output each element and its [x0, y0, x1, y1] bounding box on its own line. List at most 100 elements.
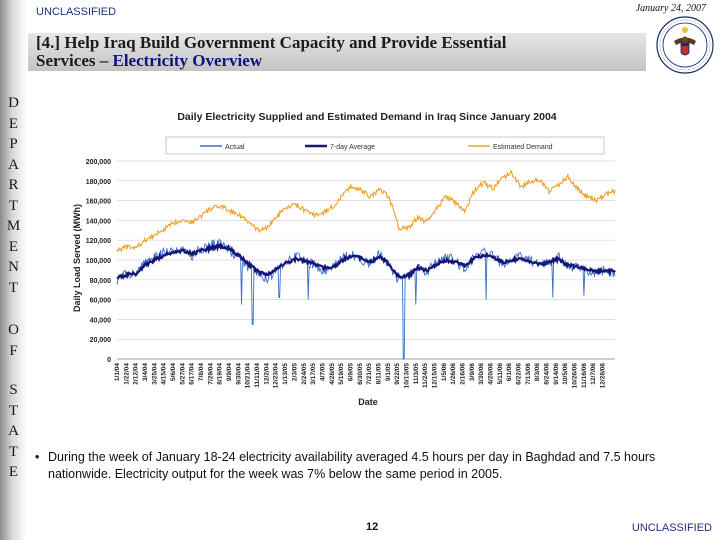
y-tick-label: 60,000	[90, 298, 112, 305]
x-tick-label: 10/21/04	[245, 363, 252, 389]
x-tick-label: 1/13/05	[282, 363, 289, 385]
sidebar-band	[0, 0, 27, 540]
x-tick-label: 7/21/05	[366, 363, 373, 385]
sidebar-letter: A	[8, 156, 19, 173]
title-line-2-highlight: Electricity Overview	[112, 51, 263, 70]
y-tick-label: 0	[107, 357, 111, 364]
x-tick-label: 5/27/04	[179, 363, 186, 385]
x-tick-label: 11/24/05	[422, 363, 429, 388]
x-tick-label: 11/16/06	[581, 363, 588, 388]
x-tick-label: 12/7/06	[590, 363, 597, 385]
y-tick-labels: 0 20,000 40,000 60,000 80,000 100,000 120,000 1…	[86, 159, 111, 364]
classification-footer: UNCLASSIFIED	[631, 522, 712, 534]
x-tick-label: 2/3/05	[291, 363, 298, 381]
y-tick-label: 100,000	[86, 258, 111, 265]
x-tick-label: 6/22/06	[516, 363, 523, 385]
x-tick-label: 4/20/06	[488, 363, 495, 385]
x-tick-label: 9/1/05	[385, 363, 392, 381]
x-tick-label: 2/12/04	[133, 363, 140, 385]
x-tick-label: 4/15/04	[161, 363, 168, 385]
y-tick-label: 40,000	[90, 317, 112, 324]
chart-legend: Actual 7-day Average Estimated Demand	[200, 144, 553, 151]
x-tick-label: 2/24/05	[301, 363, 308, 385]
x-tick-label: 12/15/05	[431, 363, 438, 389]
x-tick-label: 7/8/04	[198, 363, 205, 381]
sidebar-letter: E	[8, 238, 19, 255]
x-tick-label: 8/19/04	[217, 363, 224, 385]
x-tick-label: 6/9/05	[347, 363, 354, 381]
sidebar-letter: A	[8, 423, 19, 439]
x-tick-label: 2/16/06	[459, 363, 466, 385]
x-tick-label: 9/14/06	[553, 363, 560, 385]
x-tick-label: 7/13/06	[525, 363, 532, 385]
sidebar-letter: E	[8, 115, 19, 132]
x-tick-label: 12/23/04	[273, 363, 280, 389]
title-line-2-prefix: Services –	[36, 51, 113, 70]
sidebar-letter: M	[6, 218, 21, 234]
sidebar-letter: S	[9, 382, 18, 398]
page-title: [4.] Help Iraq Build Government Capacity…	[36, 34, 636, 70]
x-tick-label: 10/13/05	[403, 363, 410, 389]
y-tick-label: 140,000	[86, 218, 111, 225]
chart-title: Daily Electricity Supplied and Estimated…	[177, 111, 556, 123]
x-tick-label: 12/2/04	[263, 363, 270, 385]
x-tick-label: 6/17/04	[189, 363, 196, 385]
dept-of-state-seal-icon	[656, 16, 714, 74]
x-tick-label: 3/30/06	[478, 363, 485, 385]
x-tick-label: 5/11/06	[497, 363, 504, 385]
sidebar-letter: T	[8, 197, 19, 214]
series-7-day-average	[116, 241, 616, 280]
y-tick-label: 200,000	[86, 159, 111, 166]
x-axis-label: Date	[358, 397, 378, 407]
page-number: 12	[366, 521, 379, 533]
sidebar-letter: R	[8, 177, 19, 193]
x-tick-label: 10/5/06	[562, 363, 569, 385]
x-tick-label: 6/1/06	[506, 363, 513, 381]
sidebar-letter: T	[8, 279, 19, 296]
x-tick-label: 4/7/05	[319, 363, 326, 381]
x-tick-label: 9/30/04	[235, 363, 242, 385]
chart-gridlines	[117, 160, 615, 360]
legend-label: Actual	[225, 144, 245, 151]
x-tick-label: 11/11/04	[254, 363, 261, 388]
x-tick-label: 3/17/05	[310, 363, 317, 385]
sidebar-letter: P	[9, 136, 18, 152]
x-tick-label: 11/3/05	[413, 363, 420, 385]
legend-label: Estimated Demand	[493, 144, 553, 151]
classification-header: UNCLASSIFIED	[36, 6, 117, 18]
x-tick-label: 12/28/06	[600, 363, 607, 389]
chart-series	[116, 169, 616, 360]
x-tick-labels: 1/1/04 1/22/04 2/12/04 3/4/04 3/25/04 4/15/04…	[114, 363, 607, 389]
legend-box	[165, 136, 605, 155]
x-tick-label: 5/6/04	[170, 363, 177, 381]
x-tick-label: 8/11/05	[375, 363, 382, 385]
summary-text: During the week of January 18-24 electri…	[48, 450, 656, 481]
title-bar	[28, 33, 646, 71]
y-tick-label: 160,000	[86, 199, 111, 206]
y-tick-label: 80,000	[90, 278, 112, 285]
y-tick-label: 120,000	[86, 238, 111, 245]
y-tick-label: 20,000	[90, 337, 112, 344]
x-tick-label: 1/26/06	[450, 363, 457, 385]
x-tick-label: 1/22/04	[123, 363, 130, 385]
title-line-2: Services – Electricity Overview	[36, 52, 636, 70]
x-tick-label: 3/25/04	[151, 363, 158, 385]
sidebar-letter: T	[8, 402, 19, 419]
sidebar-letter: O	[8, 322, 19, 338]
x-tick-label: 8/3/06	[534, 363, 541, 381]
sidebar-letter: F	[9, 342, 18, 359]
x-tick-label: 9/9/04	[226, 363, 233, 381]
series-actual	[116, 238, 616, 360]
legend-label: 7-day Average	[330, 144, 375, 151]
x-tick-label: 10/26/06	[572, 363, 579, 389]
x-tick-label: 9/22/05	[394, 363, 401, 385]
x-tick-label: 1/5/06	[441, 363, 448, 381]
title-line-1: [4.] Help Iraq Build Government Capacity…	[36, 33, 507, 52]
x-tick-label: 5/19/05	[338, 363, 345, 385]
x-tick-label: 6/30/05	[357, 363, 364, 385]
sidebar-letter: D	[8, 95, 19, 111]
x-tick-label: 4/28/05	[329, 363, 336, 385]
